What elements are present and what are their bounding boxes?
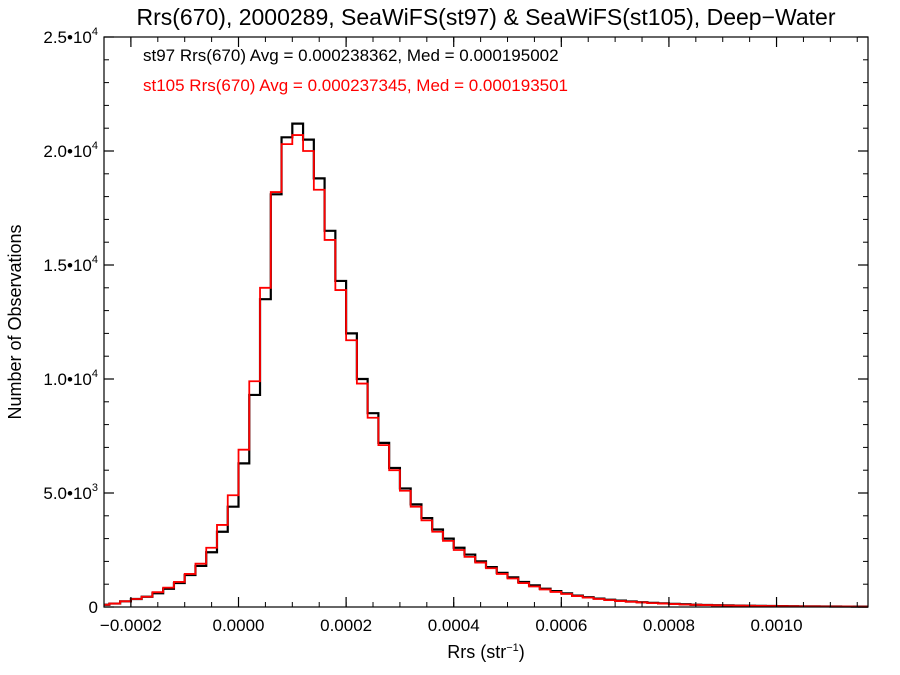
x-tick-label: 0.0004: [428, 616, 480, 635]
y-axis-label: Number of Observations: [5, 224, 25, 419]
y-tick-label: 0: [89, 598, 98, 617]
x-axis-label: Rrs (str−1): [447, 642, 525, 662]
annotation-line-1: st97 Rrs(670) Avg = 0.000238362, Med = 0…: [143, 46, 559, 65]
series-layer: [104, 122, 868, 608]
series-line-2: [104, 134, 868, 608]
y-tick-label: 1.5•104: [43, 254, 98, 275]
y-axis-ticks: 0 5.0•103 1.0•104 1.5•104 2.0•104 2.5•104: [43, 26, 868, 617]
y-tick-label: 2.5•104: [43, 26, 98, 47]
annotation-line-2: st105 Rrs(670) Avg = 0.000237345, Med = …: [143, 76, 568, 95]
x-axis-ticks: −0.0002 0.0000 0.0002 0.0004 0.0006 0.0008 0.0…: [100, 37, 858, 635]
annotation-layer: st97 Rrs(670) Avg = 0.000238362, Med = 0…: [143, 46, 568, 95]
x-tick-label: 0.0006: [535, 616, 587, 635]
x-tick-label: 0.0008: [643, 616, 695, 635]
y-tick-label: 2.0•104: [43, 140, 98, 161]
x-tick-label: 0.0000: [213, 616, 265, 635]
chart-title: Rrs(670), 2000289, SeaWiFS(st97) & SeaWi…: [136, 4, 835, 30]
plot-frame: [103, 36, 869, 608]
x-tick-label: 0.0010: [751, 616, 803, 635]
y-tick-label: 1.0•104: [43, 368, 98, 389]
x-tick-label: 0.0002: [320, 616, 372, 635]
y-tick-label: 5.0•103: [43, 482, 98, 503]
series-line-1: [104, 122, 868, 608]
x-tick-label: −0.0002: [100, 616, 162, 635]
